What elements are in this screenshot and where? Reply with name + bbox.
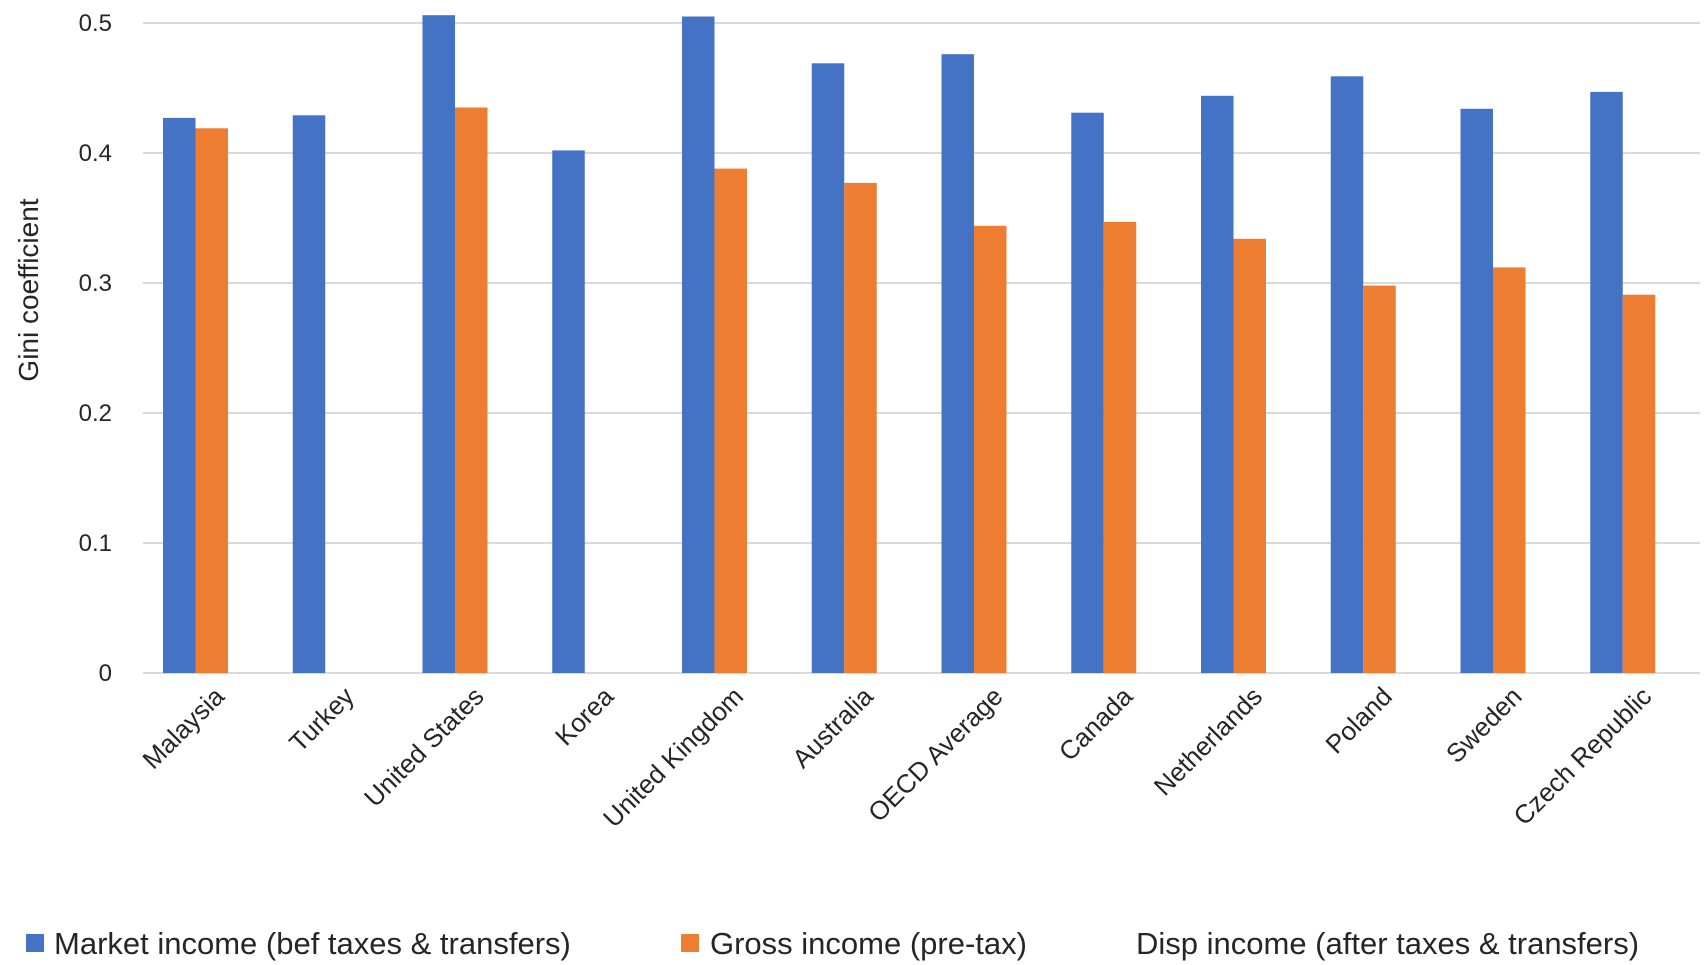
legend: Market income (bef taxes & transfers) Gro…: [26, 926, 1639, 961]
category-label: Malaysia: [136, 681, 230, 775]
gridlines: [143, 22, 1700, 674]
bar-market-oecd-average: [941, 54, 974, 673]
category-label: Poland: [1319, 681, 1397, 759]
bar-gross-sweden: [1493, 267, 1526, 673]
bar-market-korea: [552, 150, 585, 673]
bar-gross-oecd-average: [974, 225, 1007, 674]
bar-gross-czech-republic: [1622, 294, 1656, 673]
y-tick-label: 0.1: [79, 530, 112, 557]
bars: [163, 15, 1656, 674]
legend-label: Disp income (after taxes & transfers): [1136, 926, 1639, 961]
bar-market-united-states: [422, 15, 455, 673]
bar-gross-united-kingdom: [714, 168, 747, 673]
bar-market-united-kingdom: [682, 16, 715, 673]
bar-market-poland: [1330, 76, 1364, 674]
bar-market-sweden: [1460, 108, 1493, 674]
y-axis-ticks: 0 0.1 0.2 0.3 0.4 0.5: [79, 10, 112, 687]
bar-gross-australia: [844, 182, 877, 673]
category-label: Czech Republic: [1507, 681, 1657, 831]
y-tick-label: 0.5: [79, 10, 112, 37]
bar-gross-canada: [1103, 221, 1137, 673]
bar-gross-united-states: [455, 107, 488, 673]
category-label: United States: [358, 681, 490, 813]
legend-swatch: [681, 934, 699, 952]
bar-market-czech-republic: [1590, 91, 1623, 673]
legend-label: Gross income (pre-tax): [710, 926, 1027, 961]
bar-gross-netherlands: [1233, 238, 1266, 674]
category-label: Australia: [786, 681, 879, 774]
category-label: Sweden: [1440, 681, 1528, 769]
legend-label: Market income (bef taxes & transfers): [54, 926, 571, 961]
bar-market-australia: [811, 63, 845, 674]
bar-gross-poland: [1363, 285, 1396, 673]
bar-market-malaysia: [163, 117, 196, 673]
y-tick-label: 0.3: [79, 270, 112, 297]
y-tick-label: 0.2: [79, 400, 112, 427]
category-label: Korea: [549, 681, 620, 752]
bar-market-netherlands: [1201, 95, 1234, 674]
legend-swatch: [26, 934, 44, 952]
y-tick-label: 0: [99, 660, 112, 687]
bar-market-canada: [1071, 112, 1104, 673]
category-label: Netherlands: [1148, 681, 1268, 801]
bar-market-turkey: [292, 115, 326, 674]
category-label: Canada: [1053, 681, 1139, 767]
category-label: OECD Average: [862, 681, 1009, 828]
y-tick-label: 0.4: [79, 140, 112, 167]
y-axis-title: Gini coefficient: [13, 198, 44, 381]
category-label: Turkey: [283, 681, 360, 758]
category-label: United Kingdom: [597, 681, 749, 833]
bar-gross-malaysia: [195, 128, 228, 674]
